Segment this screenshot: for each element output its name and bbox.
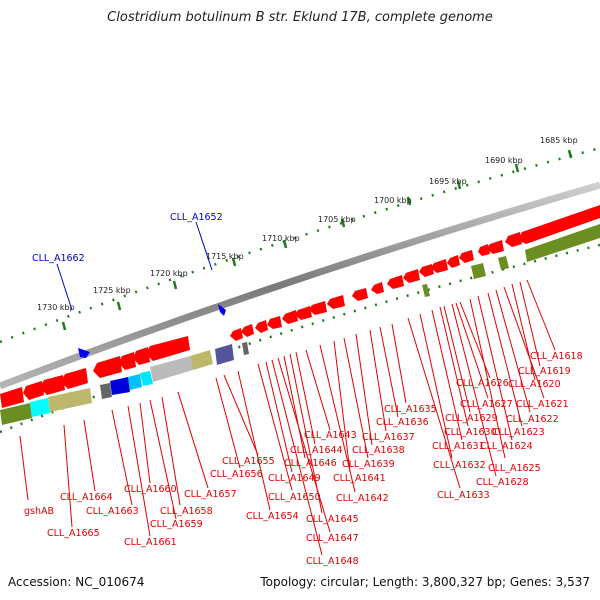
tick-label: 1730 kbp xyxy=(37,303,75,312)
gene-label: CLL_A1649 xyxy=(268,473,321,484)
red-leaders xyxy=(19,279,556,556)
gene-label: CLL_A1654 xyxy=(246,511,299,522)
gene-label: CLL_A1636 xyxy=(376,417,429,428)
gene-label: CLL_A1656 xyxy=(210,469,263,480)
tick-label: 1695 kbp xyxy=(429,177,467,186)
map-title: Clostridium botulinum B str. Eklund 17B,… xyxy=(107,10,493,25)
gene-label: CLL_A1650 xyxy=(268,492,321,503)
gene-label: gshAB xyxy=(24,506,54,517)
gene-arrows xyxy=(0,205,600,408)
tick-label: 1715 kbp xyxy=(206,252,244,261)
tick-label: 1705 kbp xyxy=(318,215,356,224)
inner-dotted-ring xyxy=(0,243,600,434)
gene-label: CLL_A1627 xyxy=(460,399,513,410)
blue-leaders xyxy=(56,221,213,311)
gene-label: CLL_A1655 xyxy=(222,456,275,467)
gene-label: CLL_A1641 xyxy=(333,473,386,484)
genome-backbone xyxy=(0,181,600,390)
gene-label: CLL_A1629 xyxy=(445,413,498,424)
gene-label: CLL_A1625 xyxy=(488,463,541,474)
gene-label: CLL_A1646 xyxy=(284,458,337,469)
tick-label: 1710 kbp xyxy=(262,234,300,243)
gene-label: CLL_A1621 xyxy=(516,399,569,410)
accession-text: Accession: NC_010674 xyxy=(8,575,145,589)
gene-label: CLL_A1620 xyxy=(508,379,561,390)
tick-label: 1725 kbp xyxy=(93,286,131,295)
gene-label: CLL_A1663 xyxy=(86,506,139,517)
tick-label: 1685 kbp xyxy=(540,136,578,145)
gene-labels: CLL_A1618 CLL_A1619 CLL_A1620 CLL_A1621 … xyxy=(24,351,583,567)
gene-label: CLL_A1644 xyxy=(290,445,343,456)
gene-label: CLL_A1661 xyxy=(124,537,177,548)
gene-label: CLL_A1638 xyxy=(352,445,405,456)
gene-label: CLL_A1623 xyxy=(492,427,545,438)
gene-label: CLL_A1664 xyxy=(60,492,113,503)
gene-label: CLL_A1639 xyxy=(342,459,395,470)
gene-label: CLL_A1645 xyxy=(306,514,359,525)
gene-label-blue: CLL_A1652 xyxy=(170,212,223,223)
gene-label: CLL_A1660 xyxy=(124,484,177,495)
gene-label: CLL_A1618 xyxy=(530,351,583,362)
tick-label: 1690 kbp xyxy=(485,156,523,165)
gene-label: CLL_A1624 xyxy=(480,441,533,452)
gene-label: CLL_A1648 xyxy=(306,556,359,567)
gene-label: CLL_A1626 xyxy=(456,378,509,389)
gene-label: CLL_A1659 xyxy=(150,519,203,530)
gene-label: CLL_A1632 xyxy=(433,460,486,471)
gene-label: CLL_A1631 xyxy=(432,441,485,452)
gene-label: CLL_A1643 xyxy=(304,430,357,441)
gene-label: CLL_A1642 xyxy=(336,493,389,504)
gene-label: CLL_A1657 xyxy=(184,489,237,500)
scale-tick-labels: 1685 kbp 1690 kbp 1695 kbp 1700 kbp 1705… xyxy=(37,136,578,312)
topology-text: Topology: circular; Length: 3,800,327 bp… xyxy=(260,575,590,589)
gene-label: CLL_A1622 xyxy=(506,414,559,425)
gene-label: CLL_A1628 xyxy=(476,477,529,488)
gene-label-blue: CLL_A1662 xyxy=(32,253,85,264)
gene-label: CLL_A1658 xyxy=(160,506,213,517)
gene-label: CLL_A1647 xyxy=(306,533,359,544)
gene-label: CLL_A1630 xyxy=(444,427,497,438)
gene-label: CLL_A1665 xyxy=(47,528,100,539)
blue-genes xyxy=(78,304,226,358)
gene-label: CLL_A1635 xyxy=(384,404,437,415)
tick-label: 1720 kbp xyxy=(150,269,188,278)
gene-label: CLL_A1633 xyxy=(437,490,490,501)
gene-label: CLL_A1619 xyxy=(518,366,571,377)
scale-major-ticks xyxy=(61,149,573,331)
kbp-scale-ring xyxy=(0,146,600,344)
function-band xyxy=(0,224,600,425)
gene-label: CLL_A1637 xyxy=(362,432,415,443)
tick-label: 1700 kbp xyxy=(374,196,412,205)
